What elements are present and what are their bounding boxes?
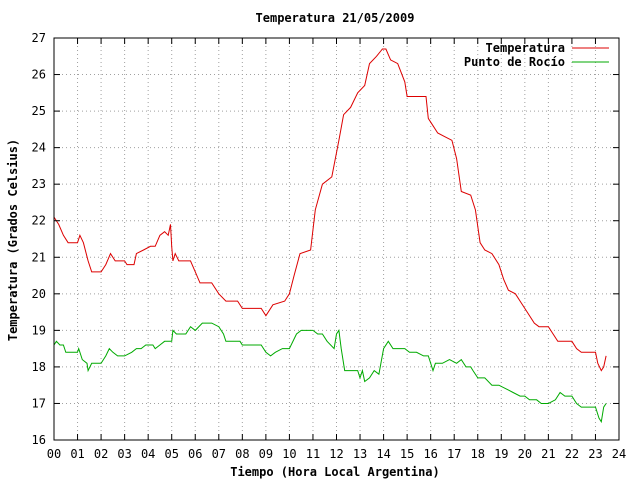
series-layer <box>53 48 607 424</box>
ticks <box>53 37 620 441</box>
y-tick-label: 26 <box>32 68 46 82</box>
x-tick-label: 12 <box>329 447 343 461</box>
x-tick-label: 10 <box>282 447 296 461</box>
chart-title: Temperatura 21/05/2009 <box>256 11 415 25</box>
series-line-temperatura <box>53 48 607 372</box>
x-tick-label: 11 <box>306 447 320 461</box>
y-tick-label: 20 <box>32 287 46 301</box>
y-tick-label: 24 <box>32 141 46 155</box>
x-tick-label: 09 <box>259 447 273 461</box>
x-tick-label: 08 <box>235 447 249 461</box>
x-tick-label: 14 <box>376 447 390 461</box>
x-tick-label: 03 <box>117 447 131 461</box>
x-tick-label: 24 <box>612 447 626 461</box>
y-tick-label: 21 <box>32 250 46 264</box>
x-tick-label: 07 <box>212 447 226 461</box>
y-tick-label: 17 <box>32 396 46 410</box>
x-tick-label: 16 <box>423 447 437 461</box>
y-tick-label: 16 <box>32 433 46 447</box>
x-tick-label: 02 <box>94 447 108 461</box>
x-tick-label: 00 <box>47 447 61 461</box>
x-tick-label: 01 <box>70 447 84 461</box>
x-axis-title: Tiempo (Hora Local Argentina) <box>230 465 440 479</box>
y-tick-label: 27 <box>32 31 46 45</box>
y-tick-label: 25 <box>32 104 46 118</box>
x-tick-label: 22 <box>565 447 579 461</box>
y-axis-title: Temperatura (Grados Celsius) <box>6 139 20 341</box>
x-tick-label: 19 <box>494 447 508 461</box>
grid <box>54 38 619 440</box>
y-tick-label: 22 <box>32 214 46 228</box>
y-tick-label: 19 <box>32 323 46 337</box>
x-tick-label: 05 <box>164 447 178 461</box>
series-line-punto-de-rocio <box>53 322 607 424</box>
x-tick-label: 20 <box>518 447 532 461</box>
x-tick-label: 04 <box>141 447 155 461</box>
x-tick-label: 17 <box>447 447 461 461</box>
legend-label: Temperatura <box>486 41 565 55</box>
legend-label: Punto de Rocío <box>464 55 565 69</box>
x-tick-labels: 00 01 02 03 04 05 06 07 08 09 10 11 12 13 14 15 16 17 18 19… <box>47 447 626 461</box>
x-tick-label: 15 <box>400 447 414 461</box>
y-tick-label: 23 <box>32 177 46 191</box>
x-tick-label: 06 <box>188 447 202 461</box>
y-tick-label: 18 <box>32 360 46 374</box>
y-tick-labels: 16 17 18 19 20 21 22 23 24 25 26 27 <box>32 31 46 447</box>
x-tick-label: 21 <box>541 447 555 461</box>
x-tick-label: 18 <box>471 447 485 461</box>
x-tick-label: 13 <box>353 447 367 461</box>
x-tick-label: 23 <box>588 447 602 461</box>
